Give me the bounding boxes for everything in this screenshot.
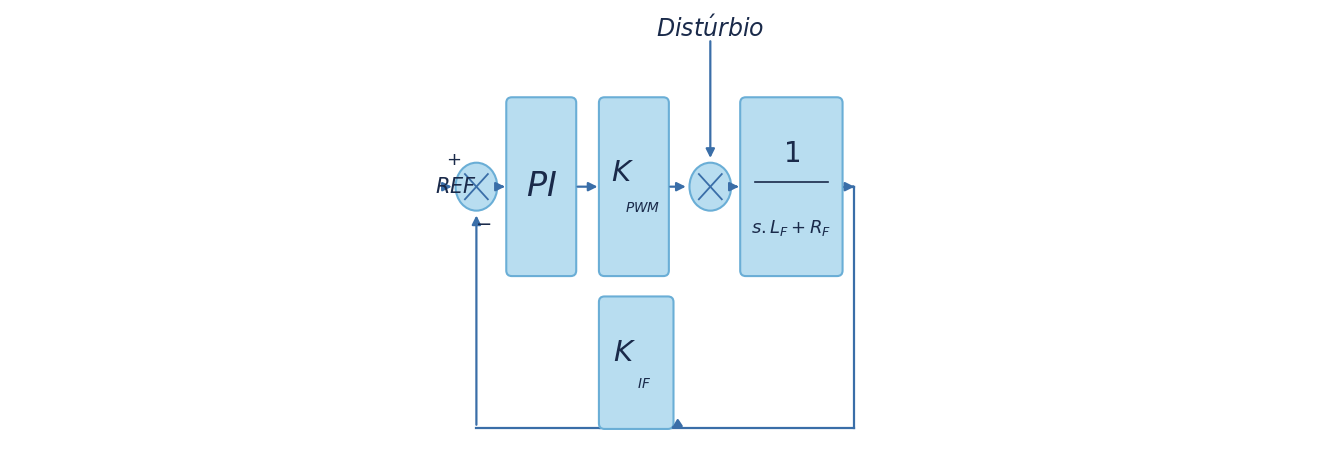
FancyBboxPatch shape bbox=[740, 97, 842, 276]
Ellipse shape bbox=[689, 163, 732, 211]
Text: $REF$: $REF$ bbox=[434, 177, 477, 197]
Text: $K$: $K$ bbox=[614, 339, 636, 367]
Text: $K$: $K$ bbox=[611, 159, 633, 187]
FancyBboxPatch shape bbox=[599, 296, 673, 429]
Text: $+$: $+$ bbox=[446, 151, 461, 169]
Text: $-$: $-$ bbox=[474, 213, 491, 232]
Ellipse shape bbox=[456, 163, 497, 211]
FancyBboxPatch shape bbox=[599, 97, 669, 276]
Text: $_{IF}$: $_{IF}$ bbox=[637, 372, 652, 391]
Text: $Dist\acute{u}rbio$: $Dist\acute{u}rbio$ bbox=[656, 15, 765, 42]
Text: $s.L_{F}+R_{F}$: $s.L_{F}+R_{F}$ bbox=[752, 219, 831, 239]
FancyBboxPatch shape bbox=[506, 97, 576, 276]
Text: $PI$: $PI$ bbox=[526, 170, 556, 203]
Text: $1$: $1$ bbox=[784, 140, 799, 168]
Text: $_{PWM}$: $_{PWM}$ bbox=[625, 196, 661, 215]
